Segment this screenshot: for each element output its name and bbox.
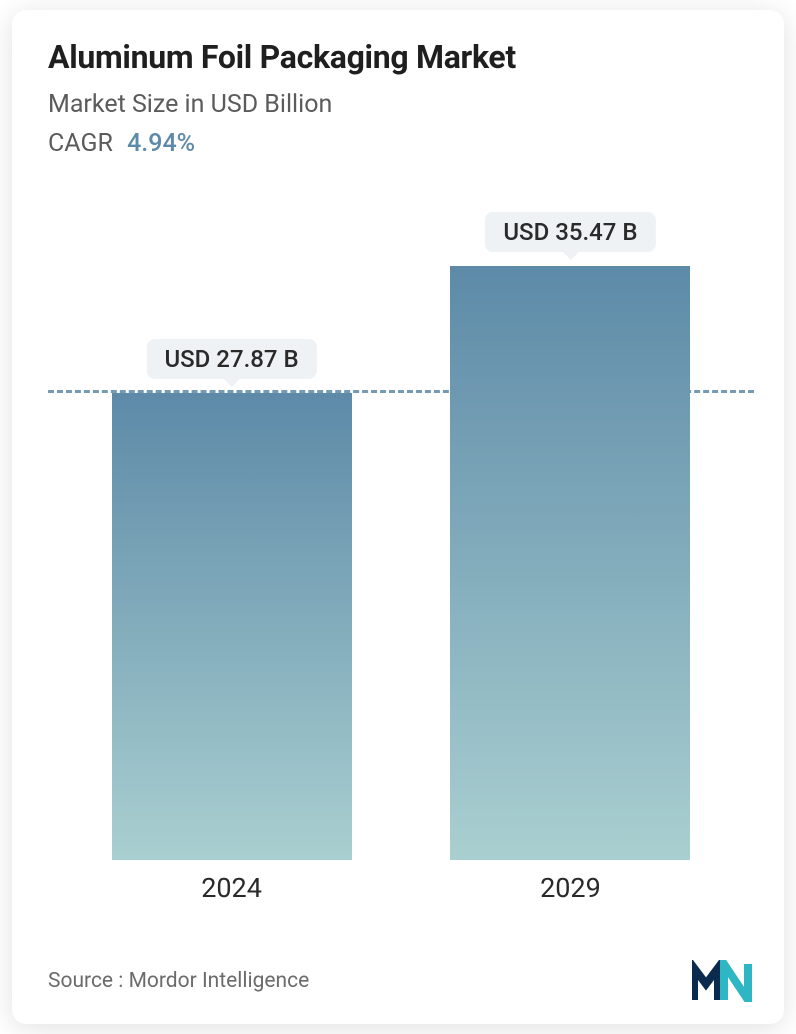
cagr-value: 4.94%	[127, 129, 195, 158]
bar-2029	[450, 266, 690, 860]
chart-title: Aluminum Foil Packaging Market	[48, 38, 754, 76]
source-text: Source : Mordor Intelligence	[48, 969, 309, 993]
bar-2024	[112, 393, 352, 860]
market-card: Aluminum Foil Packaging Market Market Si…	[12, 10, 784, 1024]
brand-logo-icon	[692, 960, 754, 1002]
footer: Source : Mordor Intelligence	[48, 960, 754, 1002]
value-pill-2029: USD 35.47 B	[485, 212, 655, 252]
bar-chart: USD 27.87 B 2024 USD 35.47 B 2029	[48, 210, 754, 904]
x-label-2024: 2024	[201, 872, 262, 904]
cagr-label: CAGR	[48, 129, 113, 158]
chart-subtitle: Market Size in USD Billion	[48, 90, 754, 119]
cagr-row: CAGR 4.94%	[48, 129, 754, 158]
value-pill-2024: USD 27.87 B	[146, 339, 316, 379]
x-label-2029: 2029	[540, 872, 601, 904]
